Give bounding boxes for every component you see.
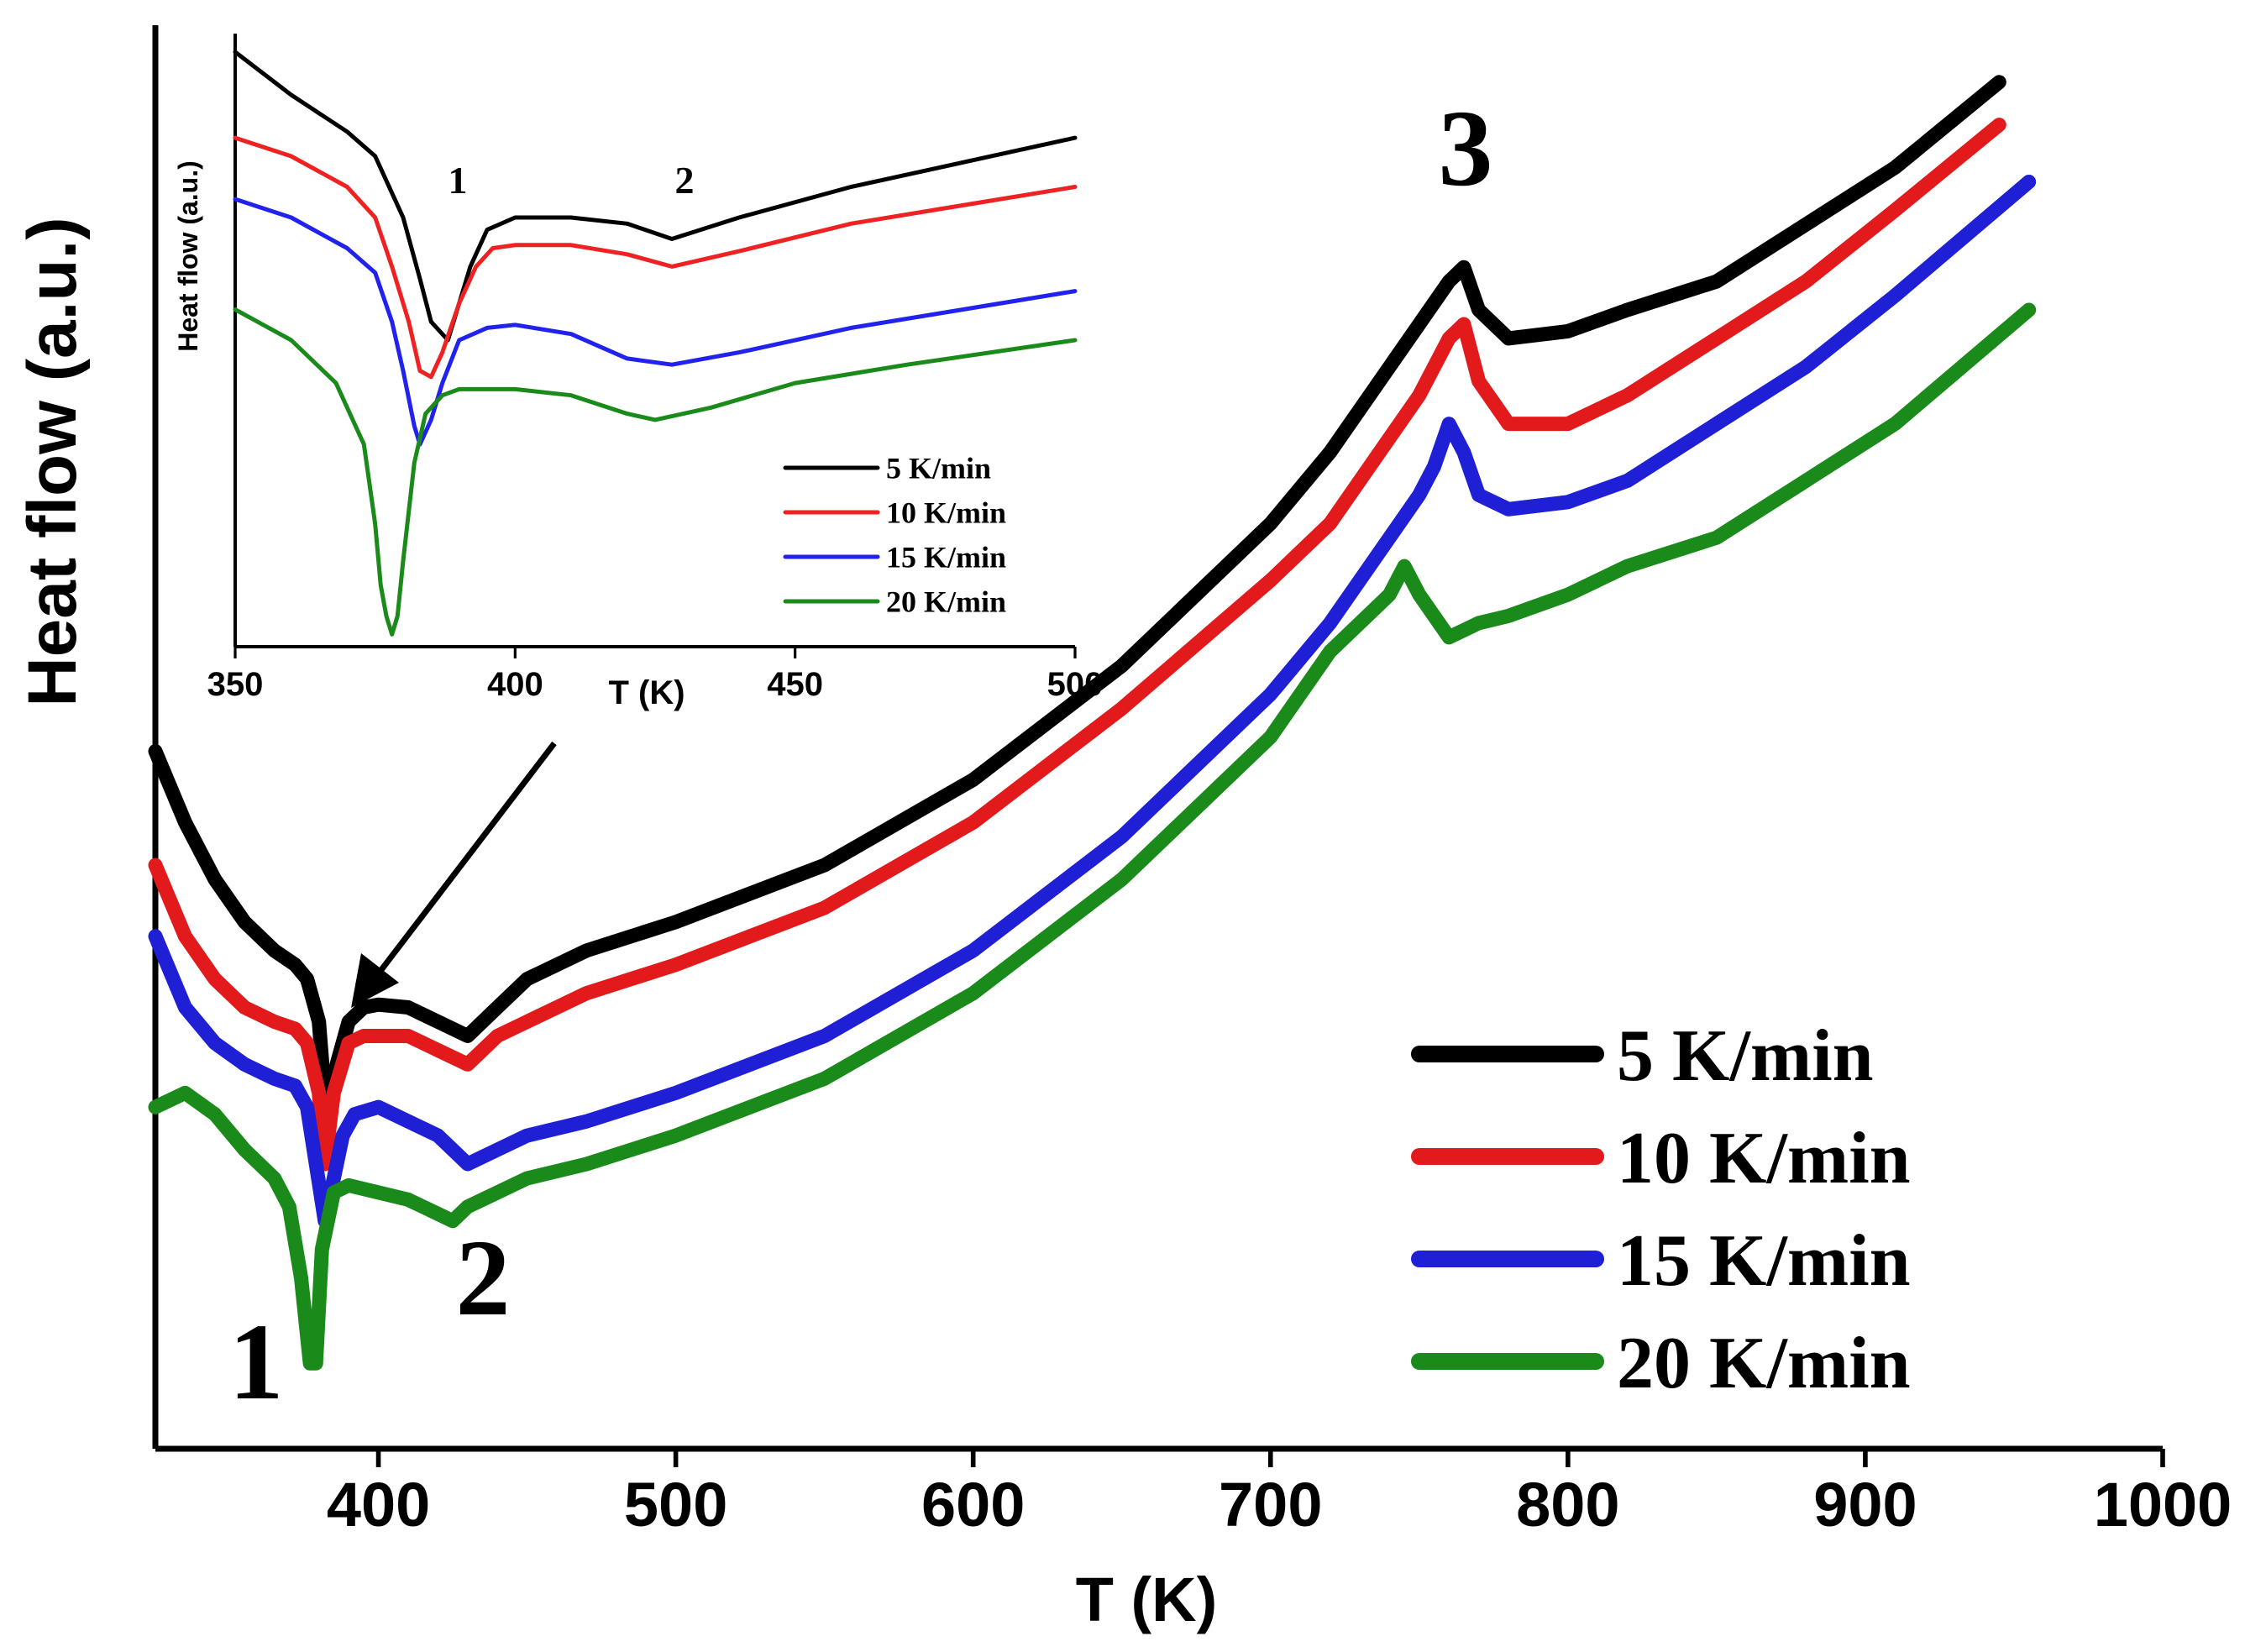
main-x-tick-label: 500 xyxy=(624,1470,727,1539)
main-peak-label-2: 2 xyxy=(456,1218,511,1339)
main-x-tick-label: 1000 xyxy=(2094,1470,2232,1539)
main-legend-label-20-k-min: 20 K/min xyxy=(1617,1323,1911,1404)
main-series-20-k-min xyxy=(148,302,2037,1371)
inset-series-20-k-min xyxy=(233,307,1078,637)
main-legend-label-5-k-min: 5 K/min xyxy=(1617,1015,1874,1097)
main-legend-label-10-k-min: 10 K/min xyxy=(1617,1118,1911,1199)
main-series-15-k-min xyxy=(148,175,2037,1229)
arrow-shaft xyxy=(375,741,557,977)
main-x-tick-label: 400 xyxy=(327,1470,430,1539)
inset-x-tick-label: 350 xyxy=(207,666,264,703)
main-series-10-k-min xyxy=(148,118,2006,1172)
inset-peak-label-2: 2 xyxy=(675,159,695,202)
main-peak-label-3: 3 xyxy=(1439,88,1493,209)
main-legend-label-15-k-min: 15 K/min xyxy=(1617,1220,1911,1302)
inset-plot: 350 400 450 500 T (K) Heat flow (a.u.) 1 2 5 K/m… xyxy=(173,34,1103,711)
inset-legend-label-10-k-min: 10 K/min xyxy=(886,496,1006,530)
inset-legend-label-5-k-min: 5 K/min xyxy=(886,452,991,485)
main-peak-label-1: 1 xyxy=(229,1302,284,1423)
inset-peak-label-1: 1 xyxy=(448,159,468,202)
inset-x-axis-label: T (K) xyxy=(608,674,685,711)
arrow-head xyxy=(351,953,399,1008)
main-plot: 400 500 600 700 800 900 1000 T (K) Heat flow (a.… xyxy=(14,25,2232,1634)
main-y-axis-label: Heat flow (a.u.) xyxy=(14,217,91,706)
main-x-axis-label: T (K) xyxy=(1076,1565,1218,1634)
main-x-tick-label: 600 xyxy=(921,1470,1025,1539)
inset-y-axis-label: Heat flow (a.u.) xyxy=(173,160,203,352)
inset-legend-label-15-k-min: 15 K/min xyxy=(886,541,1006,574)
main-x-tick-label: 800 xyxy=(1516,1470,1619,1539)
main-series-5-k-min xyxy=(148,75,2006,1143)
inset-legend-label-20-k-min: 20 K/min xyxy=(886,585,1006,619)
inset-series-5-k-min xyxy=(233,50,1078,343)
inset-x-tick-label: 500 xyxy=(1047,666,1104,703)
inset-x-tick-label: 450 xyxy=(767,666,823,703)
main-x-tick-label: 900 xyxy=(1813,1470,1917,1539)
main-x-tick-label: 700 xyxy=(1219,1470,1322,1539)
inset-series-10-k-min xyxy=(233,135,1078,380)
inset-series-15-k-min xyxy=(233,197,1078,447)
inset-pointer-arrow xyxy=(351,741,557,1008)
inset-x-tick-label: 400 xyxy=(487,666,543,703)
